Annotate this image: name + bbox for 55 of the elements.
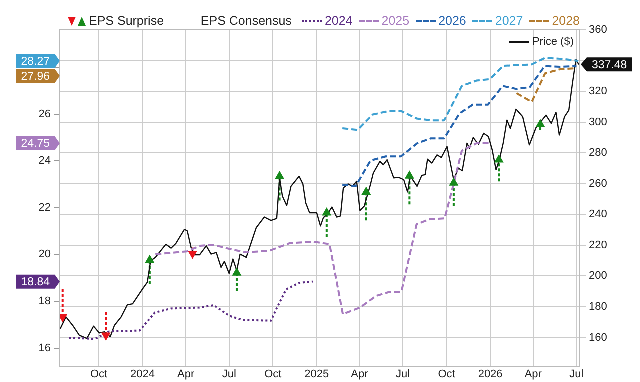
y2-tick-label: 240 — [589, 208, 608, 221]
x-tick-label: 2026 — [478, 368, 503, 381]
legend-label: 2027 — [495, 14, 524, 28]
point — [536, 120, 545, 128]
y2-tick-label: 160 — [589, 332, 608, 344]
y2-tick-label: 300 — [589, 116, 608, 128]
x-tick-label: Apr — [351, 368, 369, 381]
text: 24.75 — [21, 138, 50, 150]
x-tick-label: Jul — [570, 368, 584, 381]
y-tick-label: 22 — [38, 202, 51, 214]
point — [102, 332, 111, 340]
point — [405, 171, 414, 179]
line-series — [342, 65, 578, 188]
y-tick-label: 26 — [38, 108, 51, 120]
x-tick-label: Jul — [222, 368, 236, 381]
legend-label: 2028 — [552, 14, 580, 28]
point — [188, 250, 198, 259]
line-series — [68, 280, 314, 340]
point — [450, 178, 458, 186]
x-tick-label: Jul — [396, 368, 410, 381]
text: 28.27 — [21, 56, 50, 68]
point — [362, 187, 371, 195]
legend-label: EPS Surprise — [89, 14, 164, 28]
line-series — [342, 57, 580, 132]
y-tick-label: 16 — [38, 342, 51, 354]
y2-tick-label: 260 — [589, 178, 608, 190]
legend-label: 2025 — [382, 14, 410, 28]
data-label: 337.48 — [592, 59, 628, 72]
y-tick-label: 20 — [38, 248, 51, 261]
legend-title: EPS Consensus — [200, 14, 292, 28]
y2-tick-label: 280 — [589, 147, 608, 160]
point — [146, 255, 154, 264]
y2-tick-label: 360 — [589, 24, 608, 36]
legend-label: 2024 — [324, 14, 353, 28]
x-tick-label: Oct — [264, 368, 282, 381]
legend-label: 2026 — [438, 14, 466, 28]
legend-label: Price ($) — [532, 36, 574, 48]
x-tick-label: Apr — [178, 368, 195, 381]
x-tick-label: Oct — [438, 368, 456, 381]
x-tick-label: Apr — [524, 368, 542, 381]
point — [275, 171, 284, 180]
point — [322, 208, 332, 216]
point — [232, 268, 242, 276]
x-tick-label: 2024 — [130, 368, 156, 381]
y-tick-label: 18 — [38, 296, 51, 308]
y2-tick-label: 200 — [589, 270, 608, 282]
point — [494, 155, 504, 163]
text: 18.84 — [21, 276, 51, 288]
text: 27.96 — [21, 70, 50, 83]
y2-tick-label: 180 — [589, 301, 608, 314]
x-tick-label: Oct — [90, 368, 108, 381]
y2-tick-label: 220 — [589, 239, 608, 252]
y-tick-label: 24 — [38, 155, 51, 168]
x-tick-label: 2025 — [304, 368, 330, 381]
y2-tick-label: 320 — [589, 86, 608, 98]
